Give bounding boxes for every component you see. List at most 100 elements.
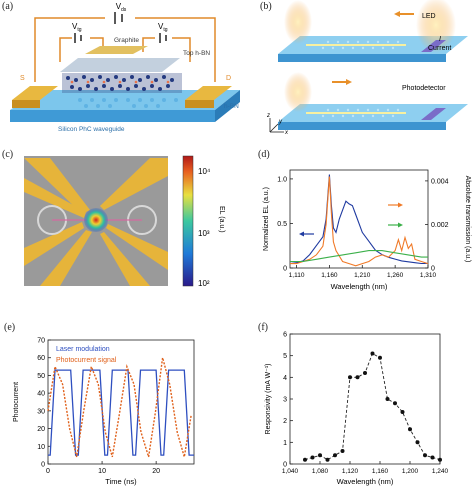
data-point [430,455,435,460]
x-tick-label: 0 [46,468,50,475]
y-tick-label: 10 [37,444,45,451]
data-point [423,453,427,458]
x-tick-label: 20 [152,468,160,475]
el-spectrum-chart: 0 0.5 1.0 0 0.002 0.004 1,110 1,160 1,210 1,260… [263,169,471,291]
ylabel: Photocurrent [13,382,20,422]
data-point [408,427,412,432]
axis-y-label: y [278,119,283,125]
panel-a: (a) Vds Vtg Vtg [0,0,250,142]
vtg-right-label: Vtg [158,22,168,33]
colorbar-tick: 10² [198,279,210,288]
x-tick-label: 1,310 [420,272,437,279]
colorbar-tick: 10⁴ [198,167,211,176]
led-glow [416,0,456,53]
drain-label: D [226,75,231,82]
hbn-label: h-BN [224,103,239,110]
gold-electrodes [24,158,168,286]
el-series-line [289,174,428,265]
y-tick-label: 0 [41,462,45,469]
axis-x-label: x [284,130,289,136]
y-tick-label: 70 [37,338,45,345]
x-tick-label: 1,160 [321,272,338,279]
panel-b-label: (b) [260,1,272,12]
top-hbn-layer [60,58,180,72]
waveguide-front [10,110,215,122]
photocurrent-chart: 0 10 20 30 40 50 60 70 0 10 20 Laser modulation P… [13,338,195,486]
legend-photocurrent: Photocurrent signal [56,357,117,364]
y-tick-label: 0.5 [277,221,287,228]
circuit-wires [34,17,216,82]
y-tick-label: 0 [283,462,287,469]
plot-frame [289,333,441,465]
led-device [421,40,446,52]
source-contact [12,86,58,100]
colorbar [182,155,194,287]
data-point [400,410,405,414]
panel-d: (d) 0 0.5 1.0 0 0.002 0.004 1,110 1,160 1,210 1… [254,148,474,293]
ylabel: Responsivity (mA W⁻¹) [265,364,272,435]
panel-c: (c) [0,148,250,293]
x-tick-label: 1,120 [342,468,359,475]
battery-vds-icon [114,12,123,24]
axis-z-label: z [266,113,270,119]
y-tick-label: 1 [283,440,287,447]
el-hotspot [84,208,108,232]
top-hbn-label: Top h-BN [183,50,210,57]
xlabel: Time (ns) [105,477,137,486]
plot-frame [289,169,429,269]
el-map-image: 10⁴ 10³ 10² EL (a.u.) [24,155,225,288]
y2-tick-label: 0 [431,266,435,273]
xlabel: Wavelength (nm) [337,477,394,486]
y-tick-label: 30 [37,408,45,415]
x-tick-label: 1,240 [432,468,449,475]
y-tick-label: 0 [283,266,287,273]
data-point [438,457,442,462]
data-point [310,455,315,460]
x-tick-label: 1,040 [282,468,299,475]
data-point [348,375,352,380]
data-point [370,351,375,356]
y-tick-label: 6 [283,332,287,339]
panel-d-label: (d) [258,149,270,160]
laser-modulation-line [48,369,194,456]
panel-a-label: (a) [2,1,14,12]
photocurrent-signal-line [47,357,192,458]
led-label: LED [422,13,436,20]
transmission-orange-line [290,176,429,267]
source-label: S [20,75,25,82]
y-tick-label: 4 [283,375,287,382]
emission-glow-left [284,0,312,44]
data-point [340,449,345,453]
data-point [415,440,420,445]
battery-vtg-left-icon [74,33,82,43]
panel-f: (f) 0 1 2 3 4 5 6 1,040 1,080 1,120 1,160 1,200 1,2… [254,322,474,493]
waveguide-illustration: LED I Current Photodetector x y z [266,0,468,136]
y-tick-label: 50 [37,373,45,380]
data-point [318,453,322,458]
data-point [325,457,330,462]
y-tick-label: 1.0 [277,176,287,183]
vtg-left-label: Vtg [72,22,82,33]
graphite-gate [85,46,148,54]
phc-holes [78,98,178,108]
waveguide-side [215,90,240,122]
y-tick-label: 20 [37,426,45,433]
current-label: Current [428,45,451,52]
y-tick-label: 40 [37,391,45,398]
photodetector-label: Photodetector [402,85,446,92]
photodetector-device [421,108,446,120]
drain-contact [185,86,232,100]
responsivity-line [304,352,441,461]
x-tick-label: 1,110 [289,272,305,279]
data-point [355,375,360,380]
ylabel-left: Normalized EL (a.u.) [263,187,270,251]
y-tick-label: 5 [283,353,287,360]
hbn-layer [10,90,240,110]
x-tick-label: 1,160 [372,468,389,475]
y-tick-label: 60 [37,355,45,362]
x-tick-label: 10 [98,468,106,475]
xlabel: Wavelength (nm) [331,282,388,291]
data-point [393,401,397,406]
lattice-atoms [62,73,182,93]
data-point [385,397,390,401]
